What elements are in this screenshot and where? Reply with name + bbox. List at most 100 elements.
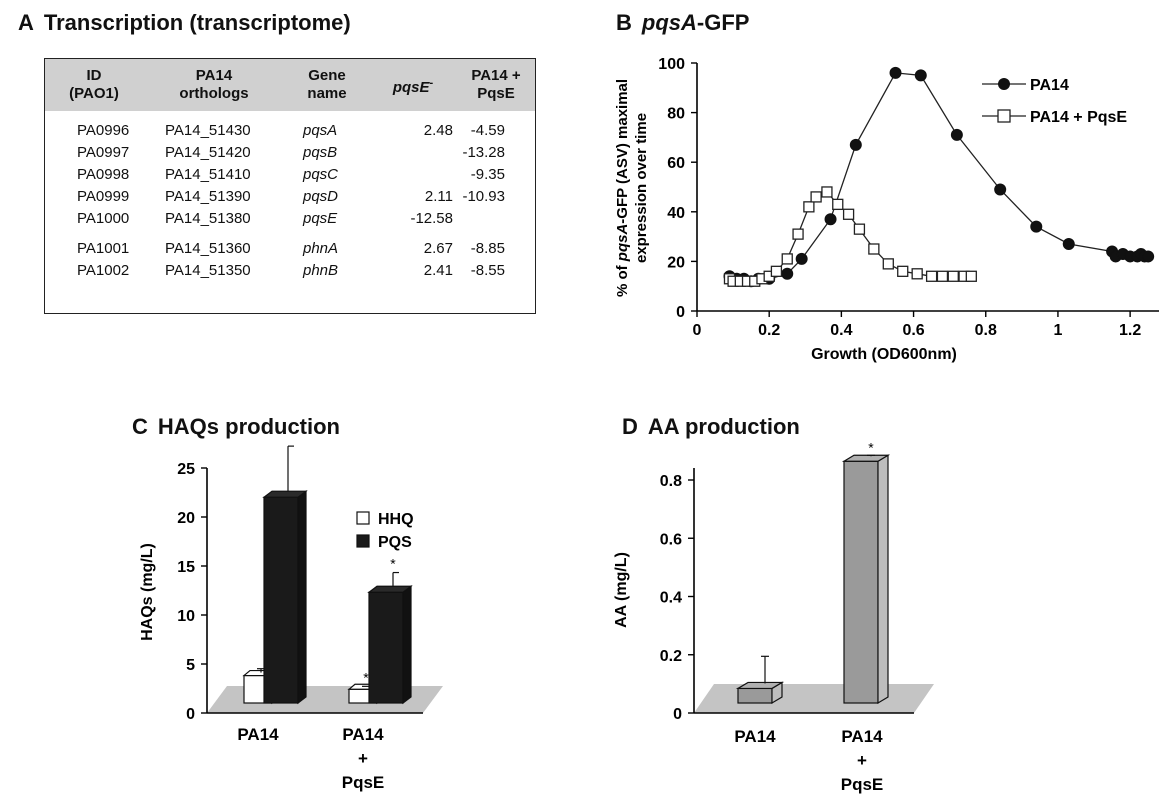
panel-d-title: D AA production: [622, 414, 800, 440]
b-point-pa14: [914, 69, 927, 82]
b-x-tick-label: 1: [1053, 322, 1062, 339]
c-bar-pqs-top: [262, 490, 308, 498]
c-y-tick-label: 15: [177, 559, 195, 576]
b-x-axis-label: Growth (OD600nm): [811, 346, 957, 363]
b-point-pa14-pqse: [897, 265, 909, 277]
cell-pa14-pqse: -8.85: [470, 239, 505, 257]
b-point-pa14-pqse: [832, 198, 844, 211]
panel-c-title-text: HAQs production: [157, 414, 340, 439]
b-point-pa14: [824, 213, 837, 226]
c-y-axis-label: HAQs (mg/L): [139, 543, 156, 641]
panel-c-letter: C: [132, 414, 148, 439]
header-gene: Gene name: [285, 59, 369, 111]
c-bar-hhq-side: [376, 682, 384, 705]
header-line: ID: [86, 67, 102, 84]
d-category-label: PA14: [841, 727, 883, 746]
b-y-axis-label: % of pqsA-GFP (ASV) maximal: [614, 79, 631, 297]
cell-ortholog: PA14_51380: [165, 209, 251, 227]
cell-pqse: -12.58: [410, 209, 453, 227]
c-y-tick-label: 10: [177, 608, 195, 625]
b-point-pa14-pqse: [803, 201, 815, 213]
b-y-tick-label: 60: [667, 155, 685, 172]
cell-pqse: 2.67: [423, 239, 453, 257]
b-point-pa14-pqse: [868, 243, 880, 255]
panel-c-title: C HAQs production: [132, 414, 340, 440]
header-orthologs: PA14 orthologs: [143, 59, 285, 111]
cell-gene: phnB: [303, 261, 339, 279]
b-point-pa14: [1138, 250, 1151, 263]
b-point-pa14-pqse: [781, 253, 793, 265]
cell-pa14-pqse: -13.28: [462, 143, 505, 161]
c-bar-hhq-front: [243, 674, 273, 704]
spacer-row: [45, 111, 535, 119]
b-y-tick-label: 100: [658, 56, 685, 73]
header-line: Gene: [308, 67, 346, 84]
b-point-pa14: [752, 272, 765, 285]
table-row: PA0998 PA14_51410 pqsC -9.35: [45, 163, 535, 185]
b-y-tick-label: 40: [667, 205, 685, 222]
b-point-pa14-pqse: [925, 270, 938, 282]
b-point-pa14: [1131, 250, 1144, 263]
d-y-tick-label: 0.4: [660, 590, 682, 607]
d-bar-side: [771, 681, 783, 705]
d-bar-top: [735, 681, 785, 690]
d-bar-side: [877, 454, 889, 705]
transcriptome-table: ID (PAO1) PA14 orthologs Gene name pqsE-…: [44, 58, 536, 314]
b-point-pa14: [723, 270, 736, 283]
panel-a-title: A Transcription (transcriptome): [18, 10, 351, 36]
cell-pa14-pqse: -8.55: [470, 261, 505, 279]
header-line: orthologs: [179, 85, 249, 102]
b-legend-marker-pa14-pqse: [997, 109, 1011, 123]
cell-pa14-pqse: -4.59: [470, 121, 505, 139]
c-category-label: PA14: [342, 725, 384, 744]
b-point-pa14: [763, 272, 776, 285]
panel-d-letter: D: [622, 414, 638, 439]
b-point-pa14: [1142, 250, 1155, 263]
b-point-pa14-pqse: [936, 270, 949, 282]
b-point-pa14: [1109, 250, 1122, 263]
panel-d-title-text: AA production: [647, 414, 800, 439]
d-category-label: +: [857, 751, 867, 770]
c-bar-hhq-front: [348, 688, 378, 704]
panel-a-letter: A: [18, 10, 34, 35]
b-point-pa14-pqse: [911, 268, 923, 280]
b-point-pa14-pqse: [965, 270, 977, 282]
b-y-label-part: % of: [614, 261, 631, 297]
cell-ortholog: PA14_51390: [165, 187, 251, 205]
b-y-label-part: -GFP (ASV) maximal: [614, 79, 631, 224]
spacer-cell: [45, 111, 535, 119]
header-line: name: [307, 85, 347, 102]
b-point-pa14: [994, 183, 1007, 196]
b-y-tick-label: 80: [667, 106, 685, 123]
c-y-tick-label: 5: [186, 657, 195, 674]
table-row: PA0996 PA14_51430 pqsA 2.48 -4.59: [45, 119, 535, 141]
cell-pa14-pqse: -9.35: [470, 165, 505, 183]
c-bar-pqs-side: [402, 585, 412, 705]
b-point-pa14-pqse: [770, 265, 783, 277]
c-bar-hhq-top: [347, 683, 385, 690]
b-point-pa14-pqse: [842, 208, 855, 220]
cell-pqse: 2.48: [423, 121, 453, 139]
b-point-pa14: [1116, 247, 1129, 260]
cell-pqse: [369, 141, 457, 163]
c-floor: [207, 686, 443, 713]
header-pqse-sup: -: [429, 76, 434, 89]
cell-pa14-pqse: -10.93: [462, 187, 505, 205]
b-point-pa14: [727, 272, 740, 285]
b-point-pa14-pqse: [947, 270, 959, 282]
b-point-pa14: [1106, 245, 1119, 258]
cell-id: PA1000: [77, 209, 130, 227]
cell-gene: pqsD: [303, 187, 339, 205]
d-category-label: PA14: [734, 727, 776, 746]
b-y-tick-label: 0: [676, 304, 685, 321]
c-bar-pqs-top: [367, 585, 413, 593]
cell-ortholog: PA14_51430: [165, 121, 251, 139]
cell-ortholog: PA14_51360: [165, 239, 251, 257]
d-bar-front: [737, 687, 773, 704]
c-y-tick-label: 25: [177, 461, 195, 478]
b-point-pa14: [1030, 220, 1043, 233]
cell-ortholog: PA14_51410: [165, 165, 251, 183]
d-significance: *: [868, 439, 874, 455]
panel-b-title-rest: -GFP: [696, 10, 750, 35]
cell-gene: pqsC: [303, 165, 339, 183]
